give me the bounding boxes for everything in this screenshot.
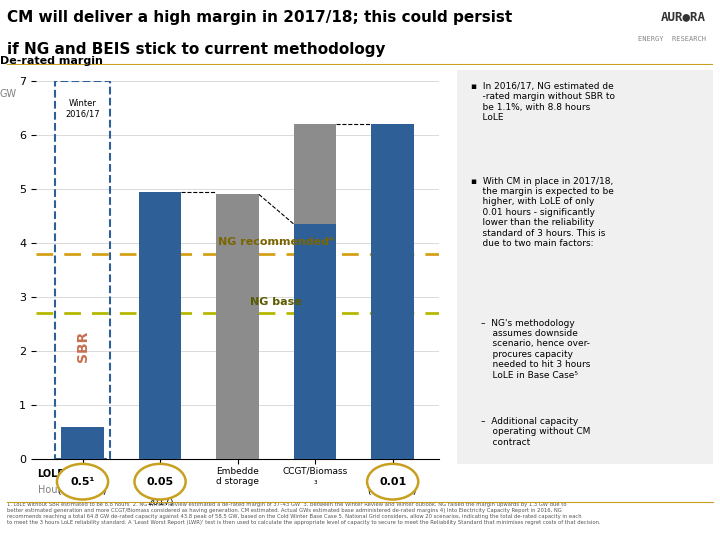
Text: ▪  In 2016/17, NG estimated de
    -rated margin without SBR to
    be 1.1%, wit: ▪ In 2016/17, NG estimated de -rated mar… bbox=[471, 82, 615, 122]
Bar bbox=[294, 224, 336, 459]
Bar bbox=[216, 194, 259, 459]
Bar bbox=[139, 192, 181, 459]
Text: –  NG's methodology
    assumes downside
    scenario, hence over-
    procures : – NG's methodology assumes downside scen… bbox=[481, 319, 590, 380]
Circle shape bbox=[367, 464, 418, 500]
Text: AUR●RA: AUR●RA bbox=[661, 10, 706, 23]
Bar bbox=[294, 124, 336, 224]
Text: NG recommended⁴: NG recommended⁴ bbox=[218, 237, 334, 247]
Text: NG base: NG base bbox=[251, 296, 302, 307]
Circle shape bbox=[135, 464, 186, 500]
Text: ENERGY  RESEARCH: ENERGY RESEARCH bbox=[638, 36, 706, 42]
Text: 1. LoLE without SBR estimated to be 8.8 hours  2. NG Winter Review estimated a d: 1. LoLE without SBR estimated to be 8.8 … bbox=[7, 502, 600, 524]
Circle shape bbox=[57, 464, 108, 500]
Bar bbox=[55, 81, 110, 459]
Text: ▪  With CM in place in 2017/18,
    the margin is expected to be
    higher, wit: ▪ With CM in place in 2017/18, the margi… bbox=[471, 177, 613, 248]
Text: –  Additional capacity
    operating without CM
    contract: – Additional capacity operating without … bbox=[481, 417, 590, 447]
Text: GW: GW bbox=[0, 89, 17, 99]
Text: De-rated margin: De-rated margin bbox=[0, 56, 102, 66]
Text: if NG and BEIS stick to current methodology: if NG and BEIS stick to current methodol… bbox=[7, 42, 386, 57]
Text: LOLE: LOLE bbox=[37, 469, 65, 478]
Text: 0.01: 0.01 bbox=[379, 477, 406, 487]
Bar bbox=[61, 427, 104, 459]
Text: Winter
2016/17: Winter 2016/17 bbox=[66, 99, 100, 119]
Text: Hours: Hours bbox=[37, 485, 66, 495]
Text: 0.05: 0.05 bbox=[146, 477, 174, 487]
Text: CM will deliver a high margin in 2017/18; this could persist: CM will deliver a high margin in 2017/18… bbox=[7, 10, 513, 25]
Bar bbox=[372, 124, 414, 459]
Text: SBR: SBR bbox=[76, 330, 89, 362]
Text: 0.5¹: 0.5¹ bbox=[71, 477, 95, 487]
